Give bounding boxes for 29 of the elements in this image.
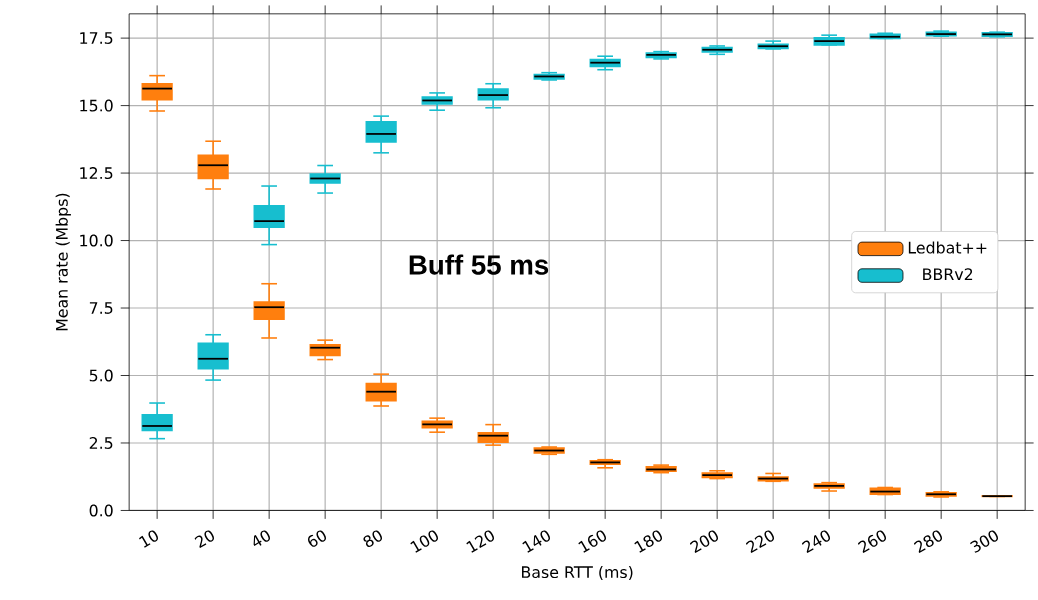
y-axis-title: Mean rate (Mbps) — [55, 193, 71, 331]
legend-label: BBRv2 — [923, 268, 973, 281]
x-tick-label: 10 — [139, 530, 159, 548]
x-tick-label: 40 — [253, 530, 271, 547]
x-tick-label: 260 — [857, 530, 887, 554]
y-tick-label: 17.5 — [80, 32, 113, 45]
annotation: Buff 55 ms — [409, 254, 549, 275]
y-tick-label: 7.5 — [89, 302, 113, 315]
y-tick-label: 12.5 — [80, 167, 113, 180]
x-tick-label: 220 — [745, 530, 775, 554]
x-tick-label: 280 — [913, 530, 943, 554]
y-tick-label: 0.0 — [89, 504, 113, 517]
x-tick-label: 160 — [578, 530, 607, 553]
x-tick-label: 100 — [410, 530, 439, 553]
y-tick-label: 2.5 — [89, 437, 113, 450]
x-tick-label: 80 — [363, 530, 383, 548]
y-tick-label: 10.0 — [80, 234, 113, 247]
legend-label: Ledbat++ — [908, 241, 987, 254]
x-tick-label: 180 — [634, 530, 663, 553]
x-axis-title: Base RTT (ms) — [522, 566, 633, 581]
y-tick-label: 15.0 — [80, 99, 113, 112]
x-tick-label: 300 — [970, 530, 999, 553]
y-tick-label: 5.0 — [89, 369, 113, 382]
x-tick-label: 240 — [801, 530, 831, 554]
x-tick-label: 200 — [689, 530, 719, 554]
x-tick-label: 20 — [194, 530, 215, 549]
x-tick-label: 120 — [466, 530, 495, 553]
x-tick-label: 60 — [308, 530, 327, 547]
x-tick-label: 140 — [522, 530, 551, 553]
